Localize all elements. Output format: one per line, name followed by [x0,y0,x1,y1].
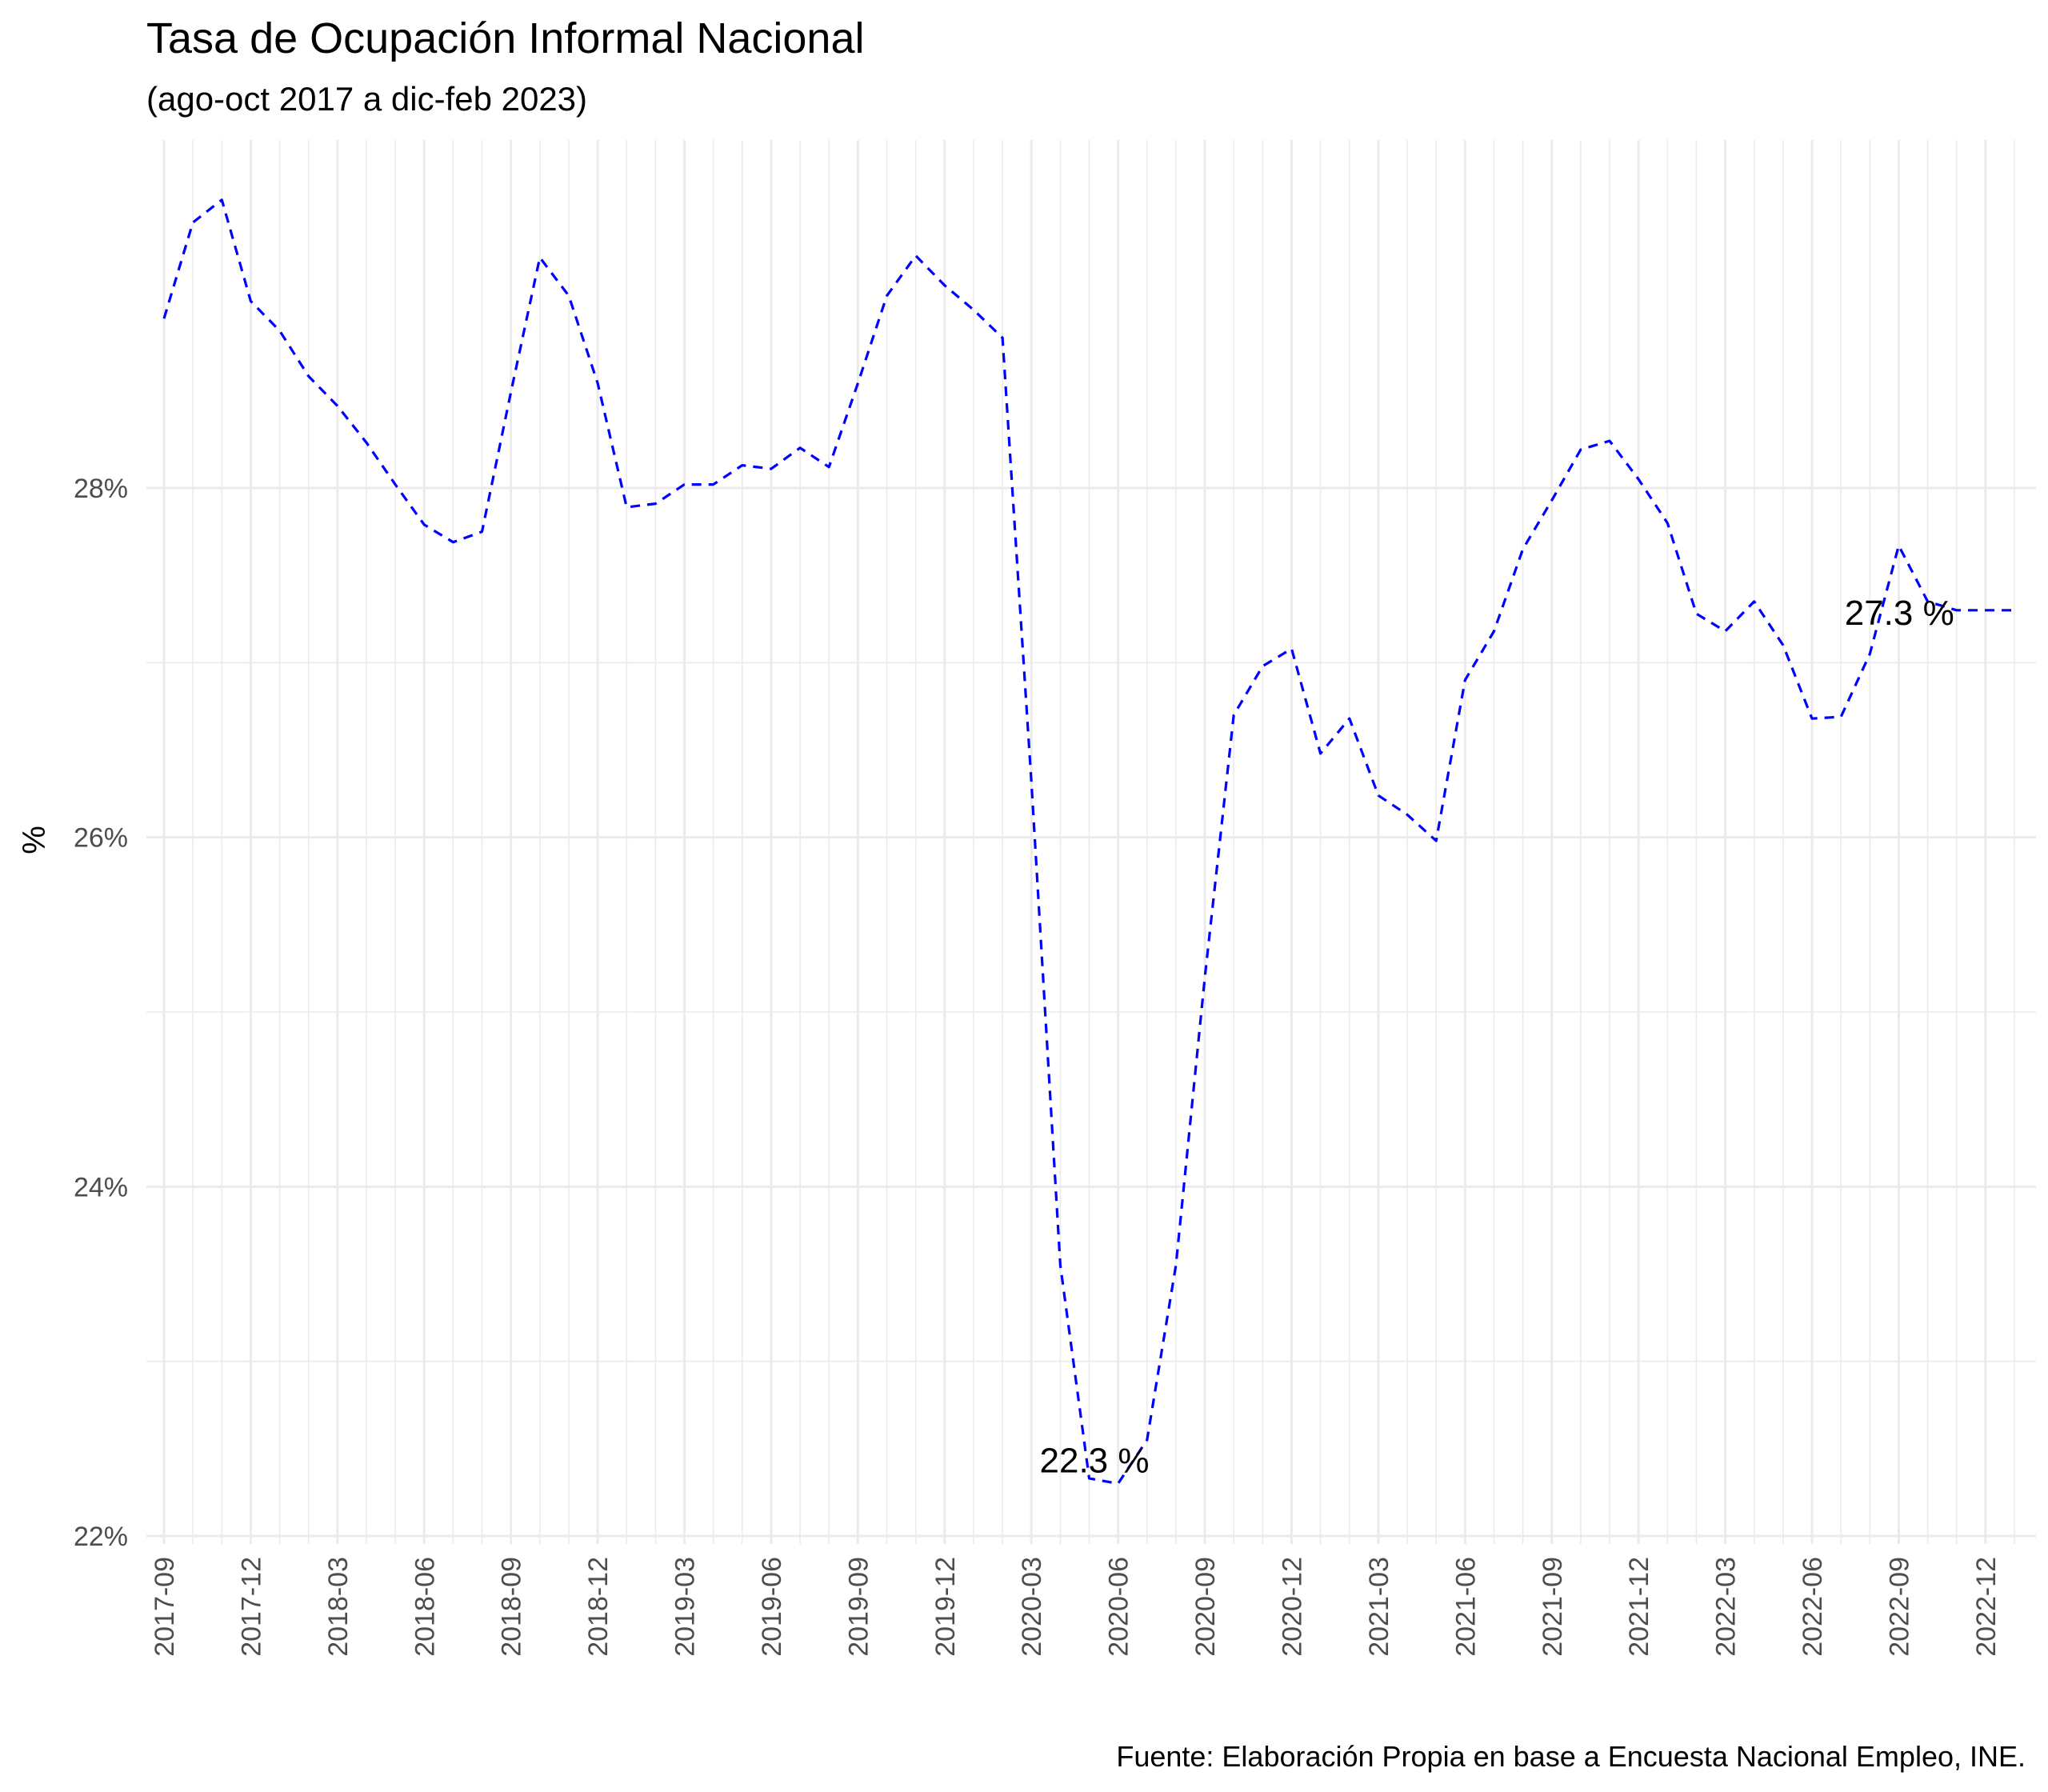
x-tick-label: 2018-12 [583,1557,614,1657]
x-tick-label: 2018-06 [410,1557,440,1657]
x-tick-label: 2021-12 [1624,1557,1654,1657]
gridlines [146,140,2036,1544]
y-tick-label: 26% [74,823,128,854]
x-tick-label: 2019-09 [843,1557,874,1657]
x-tick-label: 2022-06 [1798,1557,1828,1657]
x-tick-label: 2021-03 [1364,1557,1394,1657]
x-tick-label: 2020-09 [1190,1557,1221,1657]
x-tick-label: 2020-06 [1104,1557,1134,1657]
x-tick-label: 2020-03 [1017,1557,1047,1657]
x-tick-label: 2017-12 [236,1557,266,1657]
x-tick-label: 2019-03 [670,1557,701,1657]
chart-caption: Fuente: Elaboración Propia en base a Enc… [1116,1740,2026,1773]
value-annotation: 27.3 % [1845,594,1954,633]
y-tick-label: 28% [74,474,128,504]
x-axis-ticks: 2017-09 2017-12 2018-03 2018-06 2018-09 2018-… [150,1557,2002,1657]
x-tick-label: 2022-12 [1971,1557,2002,1657]
y-tick-label: 24% [74,1172,128,1202]
x-tick-label: 2017-09 [150,1557,180,1657]
y-tick-label: 22% [74,1522,128,1552]
chart-subtitle: (ago-oct 2017 a dic-feb 2023) [146,80,587,118]
x-tick-label: 2018-03 [323,1557,354,1657]
x-tick-label: 2019-06 [757,1557,787,1657]
y-axis-title: % [17,826,52,854]
x-tick-label: 2021-09 [1538,1557,1568,1657]
annotations: 22.3 % 27.3 % [1040,594,1954,1481]
x-tick-label: 2018-09 [497,1557,527,1657]
x-tick-label: 2019-12 [930,1557,961,1657]
series-layer [162,198,2014,1486]
value-annotation: 22.3 % [1040,1442,1150,1481]
x-tick-label: 2020-12 [1277,1557,1307,1657]
chart-title: Tasa de Ocupación Informal Nacional [146,14,865,62]
series-line [162,198,2014,1486]
x-tick-label: 2022-09 [1884,1557,1914,1657]
x-tick-label: 2021-06 [1450,1557,1481,1657]
y-axis-ticks: 22% 24% 26% 28% [74,474,128,1552]
x-tick-label: 2022-03 [1711,1557,1742,1657]
